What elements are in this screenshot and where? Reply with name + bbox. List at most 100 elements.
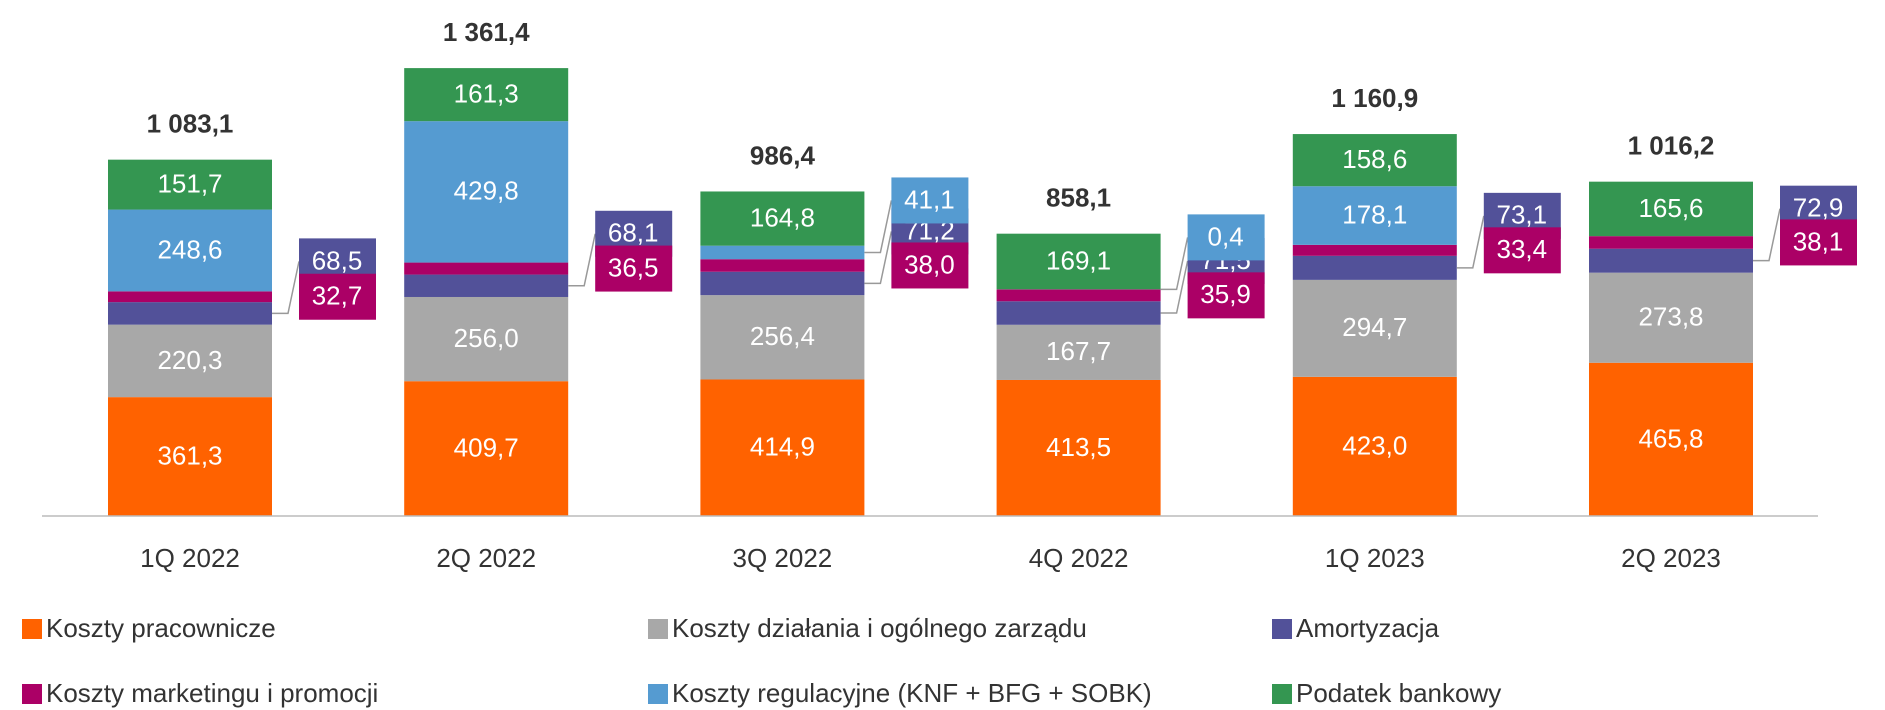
data-label: 178,1 bbox=[1342, 199, 1407, 229]
total-label: 1 083,1 bbox=[147, 109, 234, 139]
bar-segment bbox=[1292, 255, 1457, 280]
bar-segment bbox=[1589, 181, 1753, 237]
data-label: 409,7 bbox=[454, 432, 519, 462]
bar-segment bbox=[700, 295, 865, 380]
data-label: 161,3 bbox=[454, 79, 519, 109]
legend-swatch bbox=[648, 619, 668, 639]
data-label: 72,9 bbox=[1793, 193, 1844, 223]
bar-segment bbox=[108, 209, 272, 292]
legend-label: Podatek bankowy bbox=[1296, 678, 1501, 708]
data-label: 35,9 bbox=[1200, 279, 1251, 309]
bar-segment bbox=[700, 271, 865, 296]
data-label: 68,5 bbox=[312, 245, 363, 275]
x-tick-label: 2Q 2022 bbox=[436, 543, 536, 573]
bar-segment bbox=[404, 296, 569, 382]
leader-line bbox=[568, 233, 596, 287]
bar-segment bbox=[404, 68, 569, 122]
bar-segment bbox=[404, 121, 569, 263]
label-box bbox=[891, 177, 969, 224]
x-tick-label: 4Q 2022 bbox=[1029, 543, 1129, 573]
x-tick-label: 2Q 2023 bbox=[1621, 543, 1721, 573]
legend-swatch bbox=[648, 684, 668, 704]
data-label: 169,1 bbox=[1046, 245, 1111, 275]
data-label: 164,8 bbox=[750, 202, 815, 232]
total-label: 1 016,2 bbox=[1628, 131, 1715, 161]
legend-label: Koszty marketingu i promocji bbox=[46, 678, 378, 708]
bar-segment bbox=[1589, 272, 1753, 363]
bar-segment bbox=[404, 262, 569, 275]
legend-label: Koszty działania i ogólnego zarządu bbox=[672, 613, 1087, 643]
legend-label: Amortyzacja bbox=[1296, 613, 1440, 643]
bar-segment bbox=[1292, 244, 1457, 256]
bar-segment bbox=[404, 381, 569, 516]
data-label: 413,5 bbox=[1046, 432, 1111, 462]
leader-line bbox=[1753, 208, 1781, 262]
data-label: 151,7 bbox=[157, 168, 222, 198]
bar-segment bbox=[108, 159, 272, 210]
data-label: 465,8 bbox=[1638, 423, 1703, 453]
label-box bbox=[1187, 272, 1265, 319]
bar-segment bbox=[996, 301, 1161, 325]
data-label: 167,7 bbox=[1046, 336, 1111, 366]
bar-segment bbox=[700, 379, 865, 516]
data-label: 41,1 bbox=[904, 184, 955, 214]
data-label: 220,3 bbox=[157, 345, 222, 375]
legend-label: Koszty pracownicze bbox=[46, 613, 276, 643]
data-label: 165,6 bbox=[1638, 193, 1703, 223]
data-label: 256,0 bbox=[454, 323, 519, 353]
data-label: 429,8 bbox=[454, 176, 519, 206]
data-label: 36,5 bbox=[608, 252, 659, 282]
total-label: 986,4 bbox=[750, 140, 816, 170]
leader-line bbox=[1160, 260, 1189, 314]
data-label: 414,9 bbox=[750, 432, 815, 462]
data-label: 294,7 bbox=[1342, 312, 1407, 342]
total-label: 1 361,4 bbox=[443, 17, 530, 47]
data-label: 73,1 bbox=[1496, 200, 1547, 230]
legend-swatch bbox=[1272, 684, 1292, 704]
bar-segment bbox=[700, 259, 865, 272]
label-box bbox=[1483, 227, 1561, 274]
x-tick-label: 1Q 2023 bbox=[1325, 543, 1425, 573]
bar-segment bbox=[108, 324, 272, 398]
label-box bbox=[299, 273, 376, 320]
data-label: 158,6 bbox=[1342, 144, 1407, 174]
bar-segment bbox=[700, 191, 865, 246]
bar-segment bbox=[108, 397, 272, 516]
legend-swatch bbox=[22, 619, 42, 639]
bar-segment bbox=[108, 291, 272, 303]
bar-segment bbox=[1292, 134, 1457, 187]
bar-segment bbox=[996, 289, 1161, 302]
data-label: 256,4 bbox=[750, 321, 815, 351]
legend-swatch bbox=[22, 684, 42, 704]
bar-segment bbox=[1589, 362, 1753, 516]
data-label: 38,0 bbox=[904, 249, 955, 279]
total-label: 1 160,9 bbox=[1331, 83, 1418, 113]
bar-segment bbox=[1292, 279, 1457, 377]
data-label: 361,3 bbox=[157, 440, 222, 470]
bar-segment bbox=[404, 274, 569, 297]
bar-segment bbox=[1292, 186, 1457, 245]
data-label: 33,4 bbox=[1496, 234, 1547, 264]
label-box bbox=[1187, 214, 1265, 261]
data-label: 273,8 bbox=[1638, 302, 1703, 332]
x-tick-label: 1Q 2022 bbox=[140, 543, 240, 573]
data-label: 248,6 bbox=[157, 234, 222, 264]
bar-segment bbox=[1589, 248, 1753, 273]
leader-line bbox=[864, 200, 893, 254]
bar-segment bbox=[700, 245, 865, 260]
data-label: 423,0 bbox=[1342, 430, 1407, 460]
bar-segment bbox=[996, 379, 1161, 516]
legend-swatch bbox=[1272, 619, 1292, 639]
bar-segment bbox=[1589, 236, 1753, 249]
label-box bbox=[1780, 219, 1857, 266]
leader-line bbox=[1456, 215, 1485, 269]
bar-segment bbox=[108, 302, 272, 325]
label-box bbox=[891, 242, 969, 289]
x-tick-label: 3Q 2022 bbox=[733, 543, 833, 573]
leader-line bbox=[272, 261, 300, 315]
data-label: 68,1 bbox=[608, 218, 659, 248]
data-label: 0,4 bbox=[1208, 221, 1244, 251]
bar-segment bbox=[996, 324, 1161, 380]
